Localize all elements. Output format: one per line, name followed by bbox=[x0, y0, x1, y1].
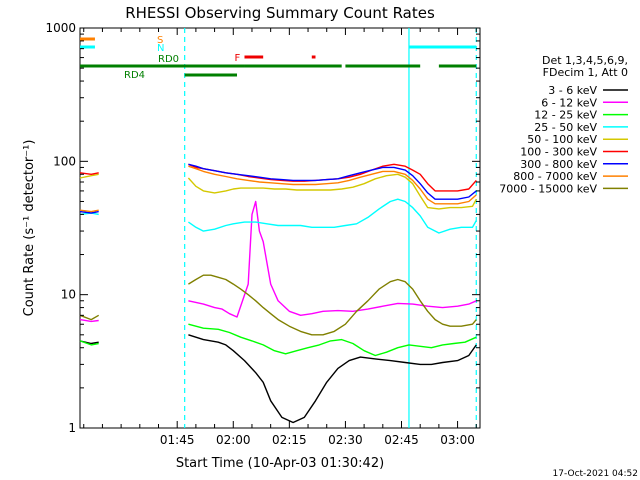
series-line-8-0 bbox=[79, 314, 100, 321]
legend: Det 1,3,4,5,6,9,FDecim 1, Att 0 3 - 6 keV… bbox=[499, 54, 628, 195]
series-line-5-0 bbox=[79, 172, 99, 176]
legend-label-4: 50 - 100 keV bbox=[527, 133, 597, 146]
series-line-2-1 bbox=[188, 323, 477, 357]
series-group bbox=[79, 163, 477, 424]
x-tick-label-0245: 02:45 bbox=[384, 433, 419, 447]
x-axis-label: Start Time (10-Apr-03 01:30:42) bbox=[176, 456, 384, 471]
series-line-7-1 bbox=[188, 165, 477, 205]
legend-label-3: 25 - 50 keV bbox=[534, 121, 597, 134]
x-tick-label-0200: 02:00 bbox=[216, 433, 251, 447]
y-axis: 1 10 100 1000 bbox=[45, 21, 480, 435]
x-tick-label-0145: 01:45 bbox=[160, 433, 195, 447]
x-tick-label-0215: 02:15 bbox=[272, 433, 307, 447]
flag-bars: SN F RD0 RD4 bbox=[80, 35, 477, 81]
x-tick-label-0230: 02:30 bbox=[328, 433, 363, 447]
flag-label-f: F bbox=[234, 53, 240, 64]
legend-info-1: FDecim 1, Att 0 bbox=[543, 66, 628, 79]
series-line-3-1 bbox=[188, 198, 477, 234]
series-line-1-1 bbox=[188, 200, 477, 318]
series-line-4-0 bbox=[79, 173, 99, 179]
legend-label-8: 7000 - 15000 keV bbox=[499, 182, 597, 195]
chart-title: RHESSI Observing Summary Count Rates bbox=[125, 4, 435, 22]
y-tick-label-1000: 1000 bbox=[45, 21, 76, 35]
x-tick-label-0300: 03:00 bbox=[440, 433, 475, 447]
y-tick-label-1: 1 bbox=[68, 421, 76, 435]
legend-label-0: 3 - 6 keV bbox=[548, 84, 597, 97]
y-tick-label-10: 10 bbox=[61, 288, 76, 302]
series-line-1-0 bbox=[79, 318, 99, 323]
legend-label-6: 300 - 800 keV bbox=[520, 158, 597, 171]
x-axis: 01:45 02:00 02:15 02:30 02:45 03:00 bbox=[83, 28, 477, 447]
flag-label-n: N bbox=[157, 43, 164, 54]
series-line-0-1 bbox=[188, 334, 477, 424]
flag-label-rd4: RD4 bbox=[124, 70, 145, 81]
legend-label-5: 100 - 300 keV bbox=[520, 146, 597, 159]
series-line-2-0 bbox=[79, 340, 99, 346]
series-line-6-1 bbox=[188, 163, 477, 200]
timestamp: 17-Oct-2021 04:52 bbox=[553, 469, 638, 479]
legend-label-7: 800 - 7000 keV bbox=[513, 170, 597, 183]
plot-frame bbox=[79, 27, 481, 429]
flag-label-s: S bbox=[157, 35, 163, 46]
y-axis-label: Count Rate (s⁻¹ detector⁻¹) bbox=[22, 140, 37, 317]
series-line-8-1 bbox=[188, 274, 477, 336]
legend-label-1: 6 - 12 keV bbox=[541, 96, 597, 109]
legend-label-2: 12 - 25 keV bbox=[534, 109, 597, 122]
flag-label-rd0: RD0 bbox=[158, 54, 179, 65]
series-line-6-0 bbox=[79, 210, 99, 214]
series-line-4-1 bbox=[187, 173, 477, 210]
y-tick-label-100: 100 bbox=[53, 154, 76, 168]
vertical-markers bbox=[184, 28, 477, 428]
series-line-7-0 bbox=[79, 209, 99, 213]
legend-info-0: Det 1,3,4,5,6,9, bbox=[542, 54, 628, 67]
